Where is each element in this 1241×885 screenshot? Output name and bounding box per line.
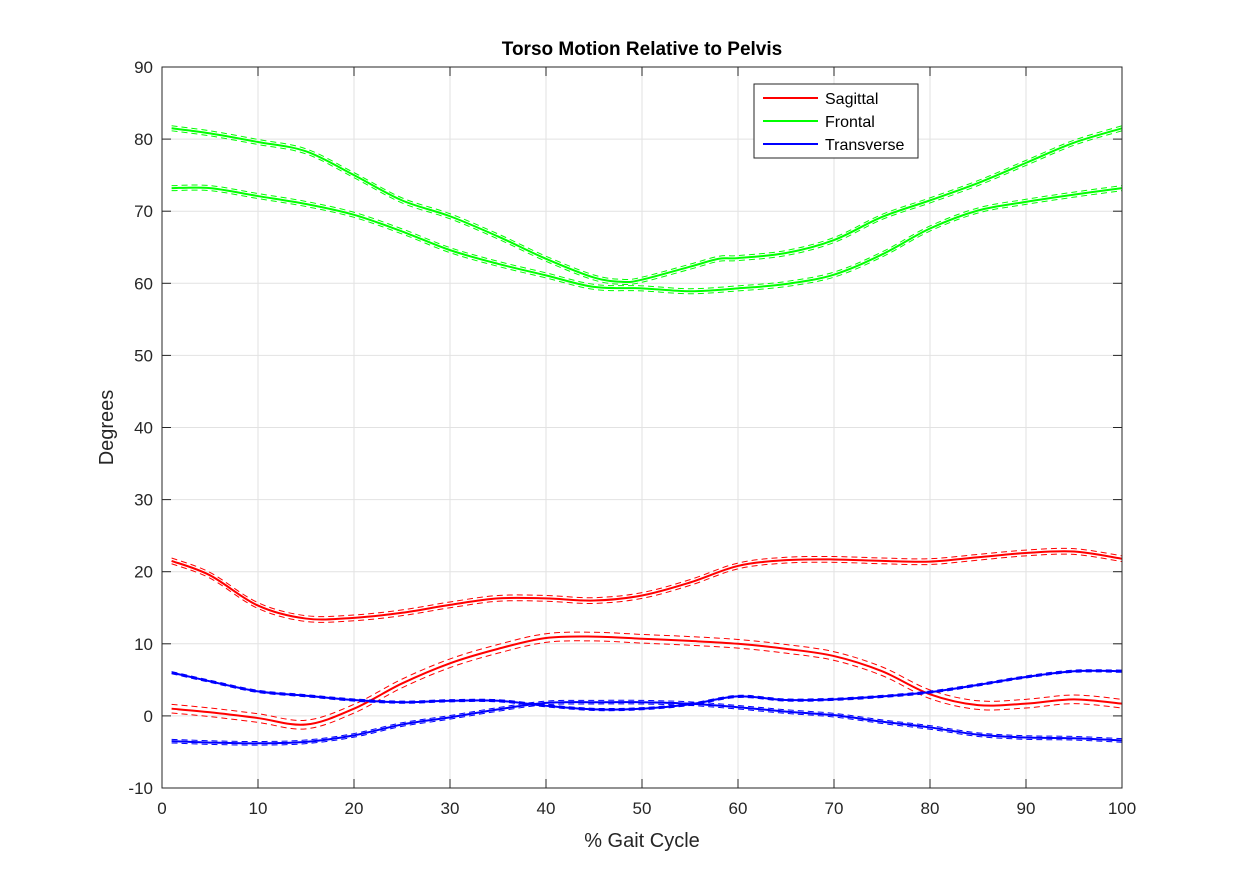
series-bound-upper [171,125,1123,281]
y-tick-label: 60 [134,274,153,293]
x-tick-label: 60 [729,799,748,818]
series-mean-line [171,701,1123,745]
series-bound-upper [171,184,1123,290]
y-tick-label: 80 [134,130,153,149]
y-tick-label: 40 [134,419,153,438]
x-tick-label: 10 [249,799,268,818]
y-tick-label: 20 [134,563,153,582]
x-tick-label: 30 [441,799,460,818]
y-tick-label: 10 [134,635,153,654]
series-sagittal-0 [171,547,1123,623]
x-tick-label: 90 [1017,799,1036,818]
series-transverse-5 [171,699,1123,746]
x-tick-label: 20 [345,799,364,818]
y-tick-label: 30 [134,491,153,510]
ticks: 0 10 20 30 40 50 60 70 80 90 100-10010203040506070… [128,58,1136,818]
x-tick-label: 80 [921,799,940,818]
y-tick-label: 0 [144,707,153,726]
x-tick-label: 40 [537,799,556,818]
series-bound-lower [171,130,1123,286]
x-tick-label: 50 [633,799,652,818]
series-mean-line [171,127,1123,284]
x-tick-label: 100 [1108,799,1136,818]
series-mean-line [171,635,1123,726]
series-bound-lower [171,189,1123,295]
legend-label-transverse: Transverse [825,137,905,154]
chart-title: Torso Motion Relative to Pelvis [502,39,782,60]
legend-label-sagittal: Sagittal [825,91,878,108]
series-bound-upper [171,699,1123,743]
series-mean-line [171,669,1123,711]
series-bound-lower [171,703,1123,746]
y-tick-label: -10 [128,779,153,798]
series-mean-line [171,550,1123,621]
y-tick-label: 90 [134,58,153,77]
y-axis-label: Degrees [96,390,118,466]
x-tick-label: 70 [825,799,844,818]
series-bound-lower [171,553,1123,623]
series-bound-lower [171,671,1123,712]
y-tick-label: 70 [134,202,153,221]
series-layer [171,125,1123,746]
series-mean-line [171,186,1123,293]
series-transverse-4 [171,669,1123,712]
x-axis-label: % Gait Cycle [584,830,700,852]
series-sagittal-1 [171,631,1123,730]
series-frontal-2 [171,125,1123,286]
y-tick-label: 50 [134,346,153,365]
legend: Sagittal Frontal Transverse [753,83,919,159]
series-bound-upper [171,547,1123,618]
series-frontal-3 [171,184,1123,295]
x-tick-label: 0 [157,799,166,818]
legend-label-frontal: Frontal [825,114,875,131]
series-bound-upper [171,669,1123,710]
